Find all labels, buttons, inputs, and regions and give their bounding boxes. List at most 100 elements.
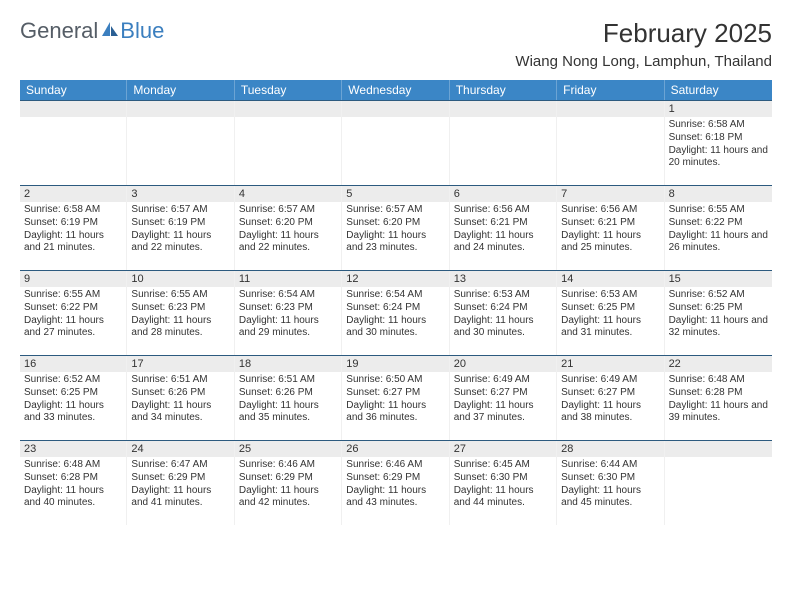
day-cell [127,101,234,185]
day-number: 16 [20,356,126,372]
daylight-line: Daylight: 11 hours and 45 minutes. [561,485,659,511]
day-cell: 23Sunrise: 6:48 AMSunset: 6:28 PMDayligh… [20,441,127,525]
sunrise-line: Sunrise: 6:55 AM [669,204,768,217]
daylight-line: Daylight: 11 hours and 30 minutes. [346,315,444,341]
sail-icon [100,18,120,44]
sunset-line: Sunset: 6:19 PM [131,217,229,230]
day-body: Sunrise: 6:56 AMSunset: 6:21 PMDaylight:… [454,204,552,255]
day-number: 14 [557,271,663,287]
day-cell: 22Sunrise: 6:48 AMSunset: 6:28 PMDayligh… [665,356,772,440]
day-cell: 5Sunrise: 6:57 AMSunset: 6:20 PMDaylight… [342,186,449,270]
day-body: Sunrise: 6:53 AMSunset: 6:25 PMDaylight:… [561,289,659,340]
sunrise-line: Sunrise: 6:46 AM [239,459,337,472]
day-number: 6 [450,186,556,202]
weekday-header: Tuesday [235,80,342,100]
sunset-line: Sunset: 6:21 PM [454,217,552,230]
day-number: 8 [665,186,772,202]
daylight-line: Daylight: 11 hours and 28 minutes. [131,315,229,341]
day-number: 20 [450,356,556,372]
daylight-line: Daylight: 11 hours and 33 minutes. [24,400,122,426]
day-body: Sunrise: 6:44 AMSunset: 6:30 PMDaylight:… [561,459,659,510]
day-number [342,101,448,117]
daylight-line: Daylight: 11 hours and 41 minutes. [131,485,229,511]
day-cell: 26Sunrise: 6:46 AMSunset: 6:29 PMDayligh… [342,441,449,525]
calendar-page: General Blue February 2025 Wiang Nong Lo… [0,0,792,537]
day-cell [20,101,127,185]
sunset-line: Sunset: 6:25 PM [561,302,659,315]
day-cell: 7Sunrise: 6:56 AMSunset: 6:21 PMDaylight… [557,186,664,270]
sunset-line: Sunset: 6:24 PM [346,302,444,315]
sunset-line: Sunset: 6:26 PM [239,387,337,400]
brand-part1: General [20,18,98,44]
day-number [665,441,772,457]
sunrise-line: Sunrise: 6:53 AM [454,289,552,302]
day-number: 21 [557,356,663,372]
day-cell: 2 Sunrise: 6:58 AMSunset: 6:19 PMDaylight… [20,186,127,270]
sunrise-line: Sunrise: 6:58 AM [24,204,122,217]
day-body: Sunrise: 6:47 AMSunset: 6:29 PMDaylight:… [131,459,229,510]
day-body: Sunrise: 6:58 AMSunset: 6:19 PMDaylight:… [24,204,122,255]
day-number [127,101,233,117]
sunrise-line: Sunrise: 6:57 AM [239,204,337,217]
week-row: 2Sunrise: 6:58 AMSunset: 6:19 PMDaylight… [20,185,772,270]
day-cell: 14 Sunrise: 6:53 AMSunset: 6:25 PMDayligh… [557,271,664,355]
day-number [20,101,126,117]
daylight-line: Daylight: 11 hours and 35 minutes. [239,400,337,426]
sunrise-line: Sunrise: 6:47 AM [131,459,229,472]
sunrise-line: Sunrise: 6:55 AM [24,289,122,302]
sunset-line: Sunset: 6:25 PM [669,302,768,315]
day-body: Sunrise: 6:51 AMSunset: 6:26 PMDaylight:… [131,374,229,425]
week-row: 23Sunrise: 6:48 AMSunset: 6:28 PMDayligh… [20,440,772,525]
page-header: General Blue February 2025 Wiang Nong Lo… [20,18,772,70]
sunrise-line: Sunrise: 6:49 AM [561,374,659,387]
day-number: 25 [235,441,341,457]
daylight-line: Daylight: 11 hours and 32 minutes. [669,315,768,341]
sunrise-line: Sunrise: 6:53 AM [561,289,659,302]
day-number: 7 [557,186,663,202]
daylight-line: Daylight: 11 hours and 22 minutes. [239,230,337,256]
sunrise-line: Sunrise: 6:45 AM [454,459,552,472]
sunset-line: Sunset: 6:24 PM [454,302,552,315]
sunrise-line: Sunrise: 6:46 AM [346,459,444,472]
day-number: 10 [127,271,233,287]
day-cell [450,101,557,185]
sunrise-line: Sunrise: 6:56 AM [561,204,659,217]
day-cell: 16Sunrise: 6:52 AMSunset: 6:25 PMDayligh… [20,356,127,440]
day-number: 13 [450,271,556,287]
day-number: 9 [20,271,126,287]
day-cell: 13Sunrise: 6:53 AMSunset: 6:24 PMDayligh… [450,271,557,355]
sunset-line: Sunset: 6:19 PM [24,217,122,230]
day-number: 3 [127,186,233,202]
day-body: Sunrise: 6:50 AMSunset: 6:27 PMDaylight:… [346,374,444,425]
sunset-line: Sunset: 6:28 PM [669,387,768,400]
day-number: 15 [665,271,772,287]
day-body: Sunrise: 6:58 AMSunset: 6:18 PMDaylight:… [669,119,768,170]
daylight-line: Daylight: 11 hours and 44 minutes. [454,485,552,511]
day-number: 28 [557,441,663,457]
weekday-header: Monday [127,80,234,100]
weeks-container: 1Sunrise: 6:58 AMSunset: 6:18 PMDaylight… [20,100,772,525]
sunset-line: Sunset: 6:28 PM [24,472,122,485]
week-row: 16Sunrise: 6:52 AMSunset: 6:25 PMDayligh… [20,355,772,440]
day-cell: 17 Sunrise: 6:51 AMSunset: 6:26 PMDayligh… [127,356,234,440]
sunset-line: Sunset: 6:22 PM [669,217,768,230]
day-body: Sunrise: 6:45 AMSunset: 6:30 PMDaylight:… [454,459,552,510]
daylight-line: Daylight: 11 hours and 25 minutes. [561,230,659,256]
sunrise-line: Sunrise: 6:48 AM [669,374,768,387]
sunset-line: Sunset: 6:30 PM [561,472,659,485]
daylight-line: Daylight: 11 hours and 20 minutes. [669,145,768,171]
day-number: 18 [235,356,341,372]
day-number [557,101,663,117]
weekday-header: Friday [557,80,664,100]
day-body: Sunrise: 6:52 AMSunset: 6:25 PMDaylight:… [669,289,768,340]
sunrise-line: Sunrise: 6:57 AM [131,204,229,217]
sunset-line: Sunset: 6:23 PM [131,302,229,315]
sunset-line: Sunset: 6:29 PM [239,472,337,485]
day-cell: 27Sunrise: 6:45 AMSunset: 6:30 PMDayligh… [450,441,557,525]
day-cell: 3Sunrise: 6:57 AMSunset: 6:19 PMDaylight… [127,186,234,270]
day-number: 2 [20,186,126,202]
day-cell: 8Sunrise: 6:55 AMSunset: 6:22 PMDaylight… [665,186,772,270]
day-number: 12 [342,271,448,287]
weekday-header: Thursday [450,80,557,100]
day-number: 17 [127,356,233,372]
